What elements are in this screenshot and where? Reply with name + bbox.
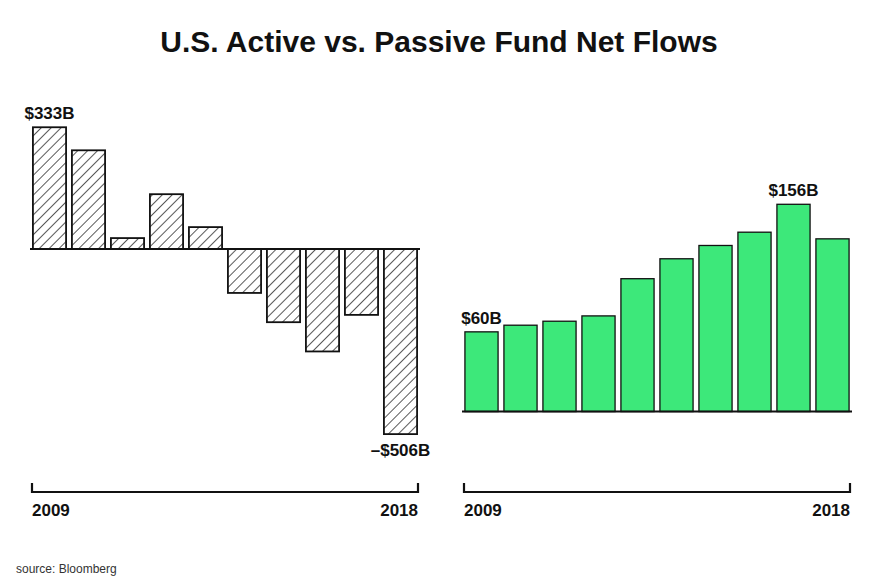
bar bbox=[384, 249, 417, 434]
bar bbox=[33, 127, 66, 249]
bar bbox=[660, 259, 693, 412]
category-label: 2018 bbox=[380, 501, 418, 520]
data-label: $60B bbox=[461, 309, 502, 328]
bar bbox=[465, 332, 498, 412]
bar bbox=[189, 227, 222, 249]
bar bbox=[582, 316, 615, 412]
bar bbox=[738, 232, 771, 411]
category-label: 2009 bbox=[464, 501, 502, 520]
chart-root: U.S. Active vs. Passive Fund Net Flows $3… bbox=[0, 0, 878, 583]
bars bbox=[33, 127, 417, 434]
data-label: $156B bbox=[768, 181, 818, 200]
data-label: –$506B bbox=[371, 441, 431, 460]
title: U.S. Active vs. Passive Fund Net Flows bbox=[160, 25, 717, 58]
bar bbox=[345, 249, 378, 315]
data-label: $333B bbox=[24, 104, 74, 123]
category-label: 2009 bbox=[32, 501, 70, 520]
bar bbox=[150, 194, 183, 249]
bar bbox=[621, 279, 654, 412]
bar bbox=[543, 321, 576, 411]
bar bbox=[777, 204, 810, 411]
baseline bbox=[30, 248, 420, 250]
bar bbox=[111, 238, 144, 249]
bars bbox=[465, 204, 849, 411]
bar bbox=[228, 249, 261, 293]
source-note: source: Bloomberg bbox=[16, 562, 117, 576]
bar bbox=[72, 150, 105, 249]
panel: $333B –$506B 2009 2018 bbox=[24, 104, 430, 520]
panel: $60B $156B 2009 2018 bbox=[461, 181, 852, 520]
category-label: 2018 bbox=[812, 501, 850, 520]
bar bbox=[504, 325, 537, 411]
bar bbox=[306, 249, 339, 351]
bar bbox=[699, 245, 732, 411]
bar bbox=[816, 239, 849, 412]
bar bbox=[267, 249, 300, 322]
bracket bbox=[32, 483, 418, 492]
baseline bbox=[462, 411, 852, 413]
bracket bbox=[464, 483, 850, 492]
